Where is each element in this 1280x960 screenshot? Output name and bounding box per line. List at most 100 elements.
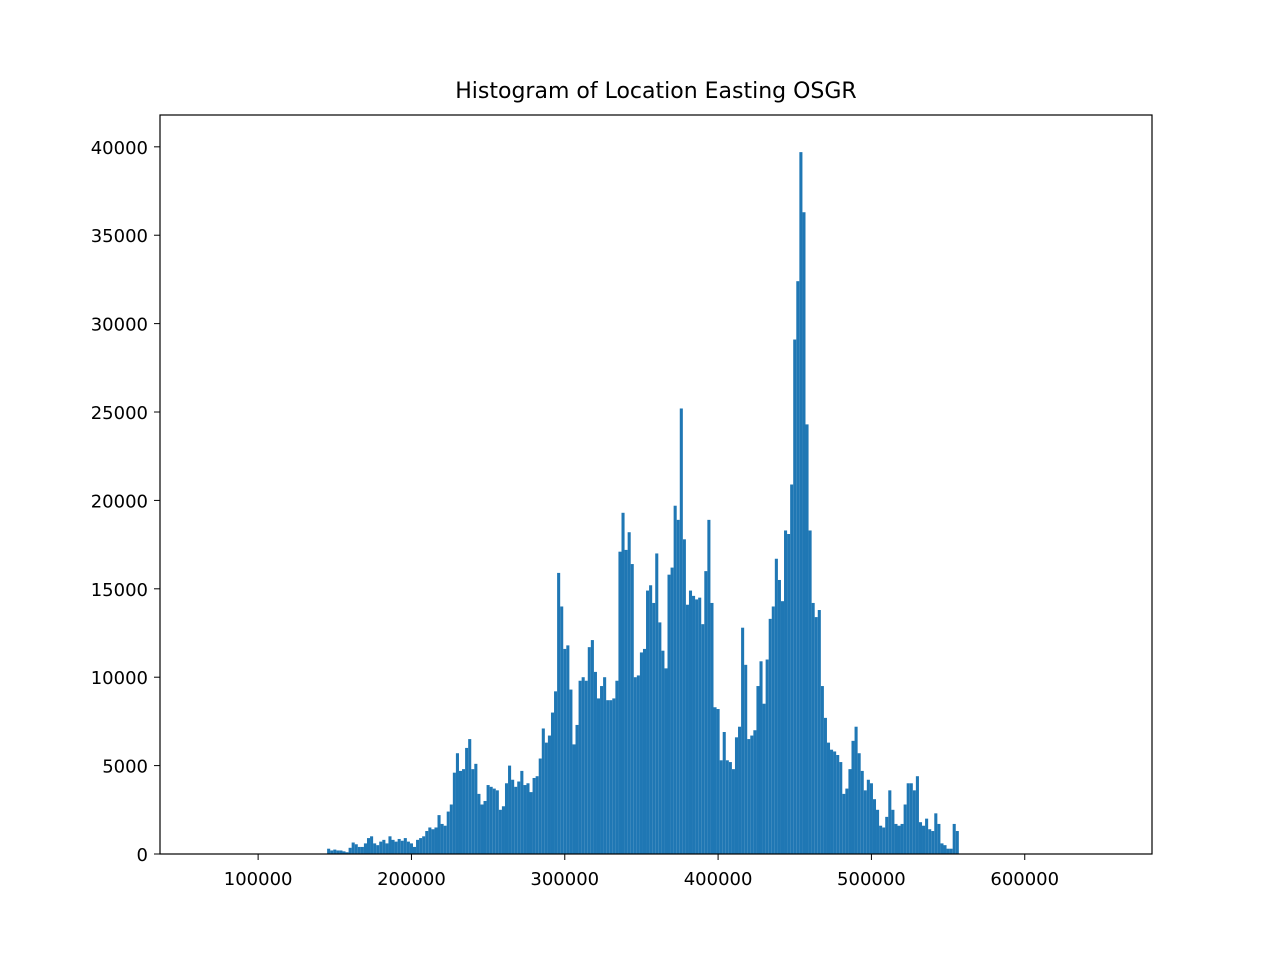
histogram-bar (603, 677, 607, 854)
histogram-bar (909, 783, 913, 854)
x-tick-label: 200000 (377, 869, 446, 890)
histogram-bar (554, 691, 558, 854)
histogram-bar (373, 843, 377, 854)
histogram-bar (360, 846, 364, 854)
histogram-bar (747, 739, 751, 854)
histogram-bar (517, 781, 521, 854)
y-tick-label: 15000 (91, 580, 148, 601)
histogram-bar (808, 530, 812, 854)
histogram-bar (722, 732, 726, 854)
histogram-bar (581, 677, 585, 854)
histogram-bar (670, 567, 674, 854)
histogram-bar (860, 770, 864, 854)
histogram-bar (799, 152, 803, 854)
histogram-bar (511, 779, 515, 854)
histogram-bar (888, 790, 892, 854)
histogram-bar (566, 645, 570, 854)
histogram-bar (354, 844, 358, 854)
histogram-bar (351, 842, 355, 854)
histogram-bar (744, 664, 748, 854)
histogram-bar (915, 776, 919, 854)
histogram-bar (498, 809, 502, 854)
histogram-bar (863, 790, 867, 854)
histogram-bar (937, 823, 941, 854)
histogram-bar (385, 843, 389, 854)
histogram-bar (771, 606, 775, 854)
histogram-bar (664, 668, 668, 854)
histogram-bar (725, 760, 729, 854)
y-tick-label: 40000 (91, 138, 148, 159)
histogram-bar (403, 838, 407, 854)
histogram-bar (741, 627, 745, 854)
histogram-bar (550, 712, 555, 854)
histogram-bar (406, 841, 410, 854)
histogram-bar (891, 809, 895, 854)
histogram-bar (955, 831, 959, 854)
histogram-bar (578, 680, 582, 854)
histogram-bar (897, 825, 901, 854)
plot-frame (159, 114, 1153, 855)
histogram-bar (698, 597, 702, 854)
histogram-bar (400, 840, 404, 854)
histogram-bar (925, 818, 929, 854)
histogram-bars (327, 152, 959, 855)
x-tick-label: 300000 (530, 869, 599, 890)
histogram-bar (443, 825, 447, 854)
histogram-bar (336, 850, 340, 854)
histogram-bar (532, 777, 536, 854)
histogram-bar (811, 602, 815, 854)
histogram-bar (348, 847, 352, 854)
x-axis: 100000 200000 300000 400000 500000 600000 (224, 854, 1059, 890)
histogram-bar (820, 686, 824, 854)
histogram-bar (931, 831, 935, 854)
histogram-bar (587, 647, 591, 854)
histogram-bar (345, 852, 349, 854)
histogram-bar (630, 564, 634, 854)
y-tick-label: 35000 (91, 226, 148, 247)
histogram-bar (391, 839, 395, 854)
histogram-bar (633, 677, 637, 854)
histogram-bar (593, 671, 597, 854)
histogram-bar (734, 737, 739, 854)
histogram-bar (501, 806, 505, 854)
histogram-bar (646, 590, 650, 854)
histogram-bar (636, 675, 640, 854)
histogram-bar (839, 762, 843, 854)
histogram-bar (357, 846, 361, 854)
histogram-bar (658, 622, 662, 854)
histogram-bar (544, 742, 548, 854)
histogram-bar (575, 724, 579, 854)
histogram-bar (440, 823, 444, 854)
histogram-bar (590, 640, 594, 854)
histogram-bar (541, 728, 545, 854)
histogram-bar (787, 534, 791, 854)
histogram-bar (428, 827, 432, 854)
histogram-bar (949, 848, 953, 854)
histogram-bar (416, 839, 420, 854)
histogram-bar (719, 760, 723, 854)
histogram-bar (934, 813, 938, 854)
histogram-bar (759, 661, 763, 854)
y-tick-label: 25000 (91, 403, 148, 424)
histogram-bar (903, 804, 907, 854)
histogram-bar (673, 505, 677, 854)
histogram-bar (649, 585, 653, 854)
x-tick-label: 100000 (224, 869, 293, 890)
histogram-bar (912, 790, 916, 854)
histogram-bar (796, 281, 800, 854)
histogram-bar (943, 845, 947, 854)
histogram-bar (560, 606, 564, 854)
histogram-bar (535, 776, 539, 854)
histogram-bar (845, 788, 849, 854)
histogram-bar (526, 783, 530, 854)
histogram-bar (449, 804, 453, 854)
histogram-bar (606, 700, 610, 854)
histogram-bar (333, 849, 337, 854)
histogram-bar (394, 841, 398, 854)
histogram-bar (376, 845, 380, 854)
x-tick-label: 400000 (684, 869, 753, 890)
histogram-bar (765, 659, 769, 854)
histogram-bar (615, 680, 619, 854)
histogram-bar (940, 843, 944, 854)
